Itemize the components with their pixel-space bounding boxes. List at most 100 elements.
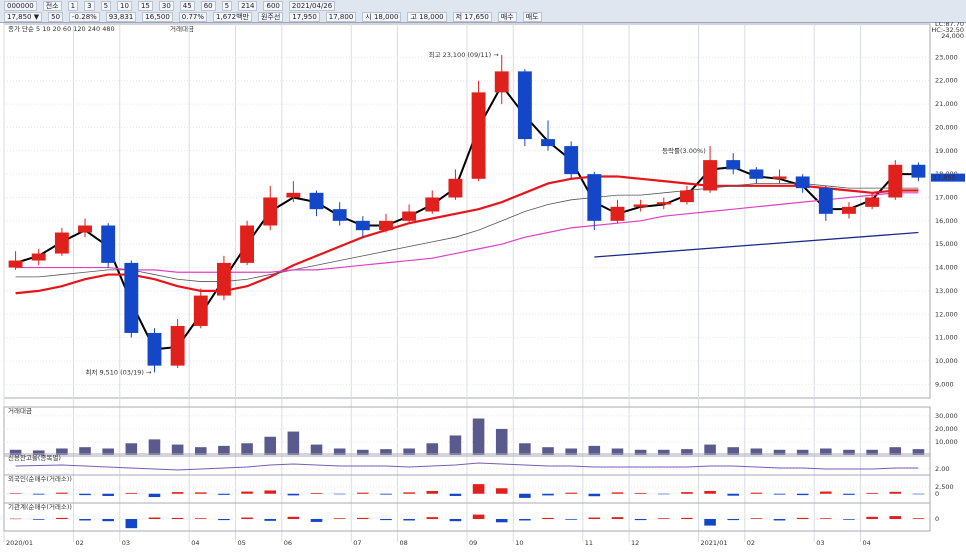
candle-body [402, 211, 417, 221]
x-tick-label: 04 [863, 539, 871, 547]
toolbar-row: 17,850 ▼ 50 -0.28% 93,831 16,500 0.77% 1,672백만… [0, 11, 966, 22]
indicator-bar [79, 519, 91, 521]
y-tick-label: 10,000 [935, 357, 958, 365]
indicator-bar [611, 492, 624, 494]
indicator-bar [56, 492, 68, 494]
indicator-line [15, 462, 919, 471]
indicator-bar [264, 519, 277, 521]
indicator-bar [9, 449, 22, 455]
indicator-bar [750, 518, 763, 519]
toolbar-item[interactable]: 원주선 [257, 11, 284, 22]
indicator-bar [333, 448, 346, 455]
indicator-bar [310, 492, 323, 494]
indicator-bar [287, 493, 300, 496]
toolbar-item[interactable]: 17,850 ▼ [4, 11, 43, 22]
annotation: 최고 23,100 (09/11) → [429, 50, 500, 59]
header-label: 24,000 [941, 32, 964, 40]
candle-body [54, 232, 69, 254]
y-tick-label: 13,000 [935, 287, 958, 295]
x-tick-label: 06 [284, 539, 292, 547]
header-label: HC:-32.50 [931, 26, 964, 34]
indicator-bar [634, 492, 647, 494]
indicator-bar [681, 492, 693, 494]
toolbar-item[interactable]: 2021/04/26 [288, 0, 336, 11]
indicator-bar [9, 518, 22, 520]
toolbar-item[interactable]: 고 18,000 [407, 11, 447, 22]
indicator-bar [657, 449, 670, 455]
indicator-bar [148, 439, 161, 455]
toolbar-item[interactable]: -0.28% [69, 11, 100, 22]
indicator-bar [912, 493, 925, 495]
toolbar-row: 000000 전소 1 3 5 10 15 30 45 60 5 214 600 2021/04/26 [0, 0, 966, 11]
ma-line [15, 192, 919, 273]
candle-body [216, 262, 231, 296]
candle-body [101, 225, 116, 263]
indicator-bar [820, 518, 832, 519]
indicator-bar [264, 490, 277, 494]
toolbar-item[interactable]: 5 [100, 0, 112, 11]
annotation: 최저 9,510 (03/19) → [85, 367, 152, 376]
last-price-box [931, 173, 965, 182]
indicator-bar [194, 518, 207, 519]
indicator-bar [310, 519, 323, 522]
toolbar-item[interactable]: 0.77% [178, 11, 208, 22]
candle-body [379, 220, 393, 231]
toolbar-item[interactable]: 000000 [4, 0, 37, 11]
toolbar-item[interactable]: 시 18,000 [362, 11, 402, 22]
toolbar-item[interactable]: 30 [158, 0, 174, 11]
last-price-label: 17,850 [933, 174, 956, 182]
toolbar-item[interactable]: 600 [263, 0, 283, 11]
y-tick-label: 21,000 [935, 100, 958, 108]
indicator-bar [148, 517, 161, 519]
indicator-bar [241, 517, 253, 519]
toolbar-item[interactable]: 전소 [42, 0, 62, 11]
indicator-bar [820, 491, 832, 494]
indicator-bar [125, 519, 138, 529]
indicator-bar [102, 493, 114, 496]
y-tick-label: 17,000 [935, 193, 958, 201]
toolbar-item[interactable]: 60 [200, 0, 216, 11]
toolbar-item[interactable]: 5 [221, 0, 233, 11]
indicator-bar [79, 447, 91, 455]
indicator-bar [542, 447, 554, 455]
candle-body [240, 225, 255, 263]
candle-body [842, 206, 856, 214]
indicator-bar [194, 492, 207, 494]
indicator-bar [218, 519, 230, 521]
toolbar-item[interactable]: 45 [179, 0, 195, 11]
x-tick-label: 03 [122, 539, 130, 547]
toolbar-item[interactable]: 저 17,650 [452, 11, 492, 22]
candle-body [772, 176, 787, 179]
indicator-bar [472, 514, 485, 519]
toolbar-item[interactable]: 17,800 [325, 11, 357, 22]
toolbar-item[interactable]: 15 [137, 0, 153, 11]
candle-body [147, 332, 162, 366]
candle-body [124, 262, 139, 333]
indicator-bar [264, 436, 277, 455]
indicator-bar [449, 519, 462, 522]
toolbar-item[interactable]: 1,672백만 [213, 11, 252, 22]
indicator-bar [426, 491, 439, 494]
toolbar-item[interactable]: 매수 [497, 11, 517, 22]
toolbar-item[interactable]: 10 [117, 0, 132, 11]
indicator-bar [588, 445, 601, 455]
toolbar-item[interactable]: 1 [67, 0, 79, 11]
candle-body [726, 160, 741, 170]
y-tick-label: 0 [935, 490, 939, 498]
indicator-bar [148, 493, 161, 498]
candle-body [448, 178, 463, 198]
toolbar-item[interactable]: 3 [84, 0, 95, 11]
candle-body [587, 174, 602, 221]
toolbar-item[interactable]: 17,950 [289, 11, 320, 22]
y-tick-label: 20,000 [935, 123, 958, 131]
toolbar-item[interactable]: 16,500 [142, 11, 173, 22]
indicator-bar [681, 517, 693, 519]
chart: 종가 단순 5 10 20 60 120 240 480 거래대금 LC:87.70… [3, 22, 965, 547]
toolbar-item[interactable]: 214 [238, 0, 258, 11]
toolbar-item[interactable]: 50 [48, 11, 64, 22]
toolbar-item[interactable]: 93,831 [105, 11, 137, 22]
indicator-bar [634, 519, 647, 521]
indicator-bar [403, 448, 415, 455]
toolbar-item[interactable]: 매도 [522, 11, 542, 22]
